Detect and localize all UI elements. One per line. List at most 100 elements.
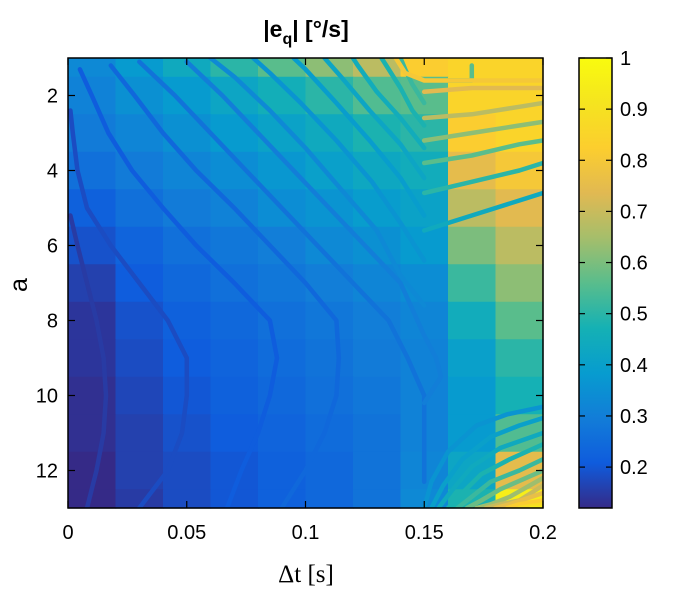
heatmap-cell bbox=[495, 58, 544, 78]
contour-line bbox=[436, 430, 543, 508]
heatmap-cell bbox=[495, 301, 544, 340]
heatmap-cell bbox=[448, 264, 497, 303]
heatmap-cell bbox=[353, 264, 402, 303]
contour-line bbox=[421, 100, 543, 121]
heatmap-cell bbox=[68, 414, 117, 453]
y-tick-label: 6 bbox=[47, 236, 58, 258]
contour-line bbox=[184, 59, 444, 406]
heatmap-cell bbox=[68, 339, 117, 378]
heatmap-cell bbox=[258, 339, 307, 378]
colorbar-tick-label: 1 bbox=[620, 48, 631, 70]
x-tick-label: 0.05 bbox=[167, 522, 206, 544]
contour-line bbox=[68, 213, 109, 508]
colorbar-tick-label: 0.2 bbox=[620, 457, 648, 479]
heatmap-cell bbox=[163, 489, 212, 509]
heatmap-cell bbox=[305, 376, 354, 415]
y-axis-label: a bbox=[5, 278, 33, 292]
heatmap-cell bbox=[68, 189, 117, 228]
heatmap-cell bbox=[163, 301, 212, 340]
contour-line bbox=[350, 58, 427, 151]
heatmap-cell bbox=[448, 301, 497, 340]
contour-line bbox=[421, 160, 543, 196]
heatmap-cell bbox=[163, 414, 212, 453]
heatmap-cell bbox=[210, 114, 259, 153]
colorbar-tick-label: 0.6 bbox=[620, 253, 648, 275]
heatmap-cell bbox=[353, 189, 402, 228]
heatmap-cell bbox=[163, 114, 212, 153]
contour-line bbox=[322, 58, 427, 181]
contour-line bbox=[291, 58, 427, 218]
heatmap-cell bbox=[68, 489, 117, 509]
x-axis: 0 0.05 0.1 0.15 0.2 bbox=[62, 58, 557, 544]
heatmap-cell bbox=[448, 339, 497, 378]
x-axis-label: Δt [s] bbox=[278, 561, 334, 588]
heatmap-cell bbox=[115, 189, 164, 228]
y-tick-label: 12 bbox=[36, 461, 58, 483]
heatmap-cell bbox=[400, 76, 449, 115]
contour-line bbox=[445, 442, 543, 508]
y-axis: 2 4 6 8 10 12 bbox=[36, 86, 543, 483]
colorbar-tick-label: 0.8 bbox=[620, 150, 648, 172]
heatmap-cell bbox=[353, 451, 402, 490]
heatmap-cell bbox=[258, 489, 307, 509]
y-tick-label: 8 bbox=[47, 311, 58, 333]
colorbar-tick-label: 0.7 bbox=[620, 201, 648, 223]
contour-line bbox=[250, 58, 427, 263]
heatmap-cell bbox=[305, 264, 354, 303]
heatmap-cell bbox=[68, 58, 117, 78]
heatmap-cell bbox=[258, 414, 307, 453]
contour-line bbox=[421, 404, 543, 508]
contour-lines bbox=[68, 58, 543, 508]
heatmap-cell bbox=[163, 264, 212, 303]
heatmap-cell bbox=[305, 489, 354, 509]
heatmap-cell bbox=[448, 76, 497, 115]
heatmap-cell bbox=[305, 339, 354, 378]
heatmap-cell bbox=[400, 58, 449, 78]
heatmap-cell bbox=[258, 264, 307, 303]
heatmap-cell bbox=[353, 414, 402, 453]
colorbar-ticks: 0.2 0.3 0.4 0.5 0.6 0.7 0.8 0.9 1 bbox=[579, 48, 648, 479]
heatmap-cell bbox=[495, 264, 544, 303]
y-tick-label: 2 bbox=[47, 86, 58, 108]
colorbar-tick-label: 0.5 bbox=[620, 304, 648, 326]
contour-line bbox=[68, 108, 190, 508]
heatmap-cell bbox=[258, 301, 307, 340]
heatmap-cell bbox=[210, 226, 259, 265]
contour-line bbox=[421, 119, 543, 143]
y-tick-label: 4 bbox=[47, 161, 58, 183]
heatmap-cell bbox=[495, 339, 544, 378]
contour-line bbox=[379, 58, 427, 128]
heatmap-cell bbox=[163, 451, 212, 490]
heatmap-cell bbox=[353, 339, 402, 378]
contour-line bbox=[108, 63, 342, 508]
contour-line bbox=[393, 58, 543, 83]
colorbar-tick-label: 0.9 bbox=[620, 99, 648, 121]
contour-line bbox=[137, 59, 427, 485]
heatmap-cell bbox=[210, 301, 259, 340]
x-tick-label: 0.1 bbox=[292, 522, 320, 544]
contour-line bbox=[421, 85, 543, 95]
contour-line bbox=[493, 490, 543, 508]
contour-line bbox=[474, 475, 543, 508]
heatmap-cell bbox=[448, 376, 497, 415]
heatmap-cell bbox=[115, 339, 164, 378]
heatmap-cell bbox=[305, 58, 354, 78]
x-tick-label: 0 bbox=[62, 522, 73, 544]
colorbar-tick-label: 0.3 bbox=[620, 406, 648, 428]
colorbar-tick-label: 0.4 bbox=[620, 355, 648, 377]
heatmap-cell bbox=[210, 489, 259, 509]
heatmap-cell bbox=[495, 226, 544, 265]
heatmap-cell bbox=[353, 376, 402, 415]
heatmap-cell bbox=[115, 114, 164, 153]
contour-line bbox=[505, 498, 543, 508]
heatmap-cell bbox=[115, 376, 164, 415]
heatmap-cell bbox=[115, 414, 164, 453]
heatmap-cell bbox=[400, 189, 449, 228]
contour-line bbox=[421, 190, 543, 233]
heatmap-cell bbox=[258, 114, 307, 153]
heatmap-cell bbox=[210, 339, 259, 378]
heatmap-cell bbox=[305, 301, 354, 340]
heatmap-cell bbox=[115, 226, 164, 265]
x-tick-label: 0.2 bbox=[529, 522, 557, 544]
